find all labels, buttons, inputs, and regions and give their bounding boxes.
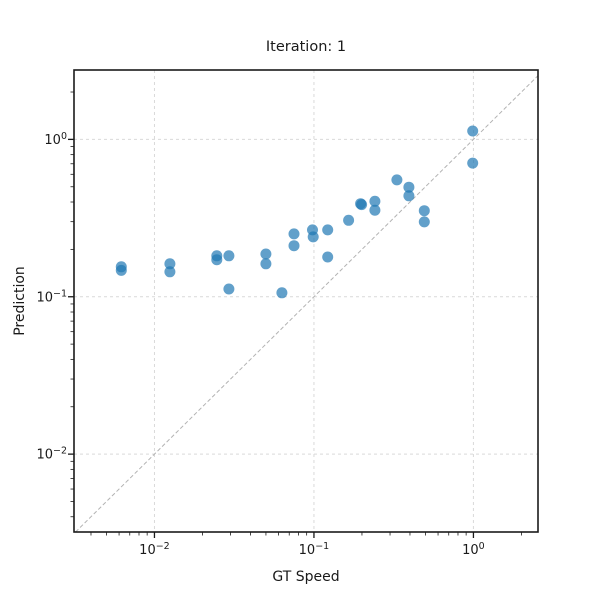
scatter-point bbox=[288, 240, 300, 252]
scatter-point bbox=[307, 231, 319, 243]
scatter-point bbox=[369, 204, 381, 216]
x-axis-label: GT Speed bbox=[272, 569, 339, 585]
y-tick-label: 10−2 bbox=[36, 446, 67, 463]
scatter-point bbox=[467, 157, 479, 169]
scatter-point bbox=[211, 254, 223, 266]
grid-lines bbox=[74, 70, 538, 532]
scatter-point bbox=[223, 250, 235, 262]
scatter-point bbox=[260, 248, 272, 260]
scatter-point bbox=[418, 216, 430, 228]
y-tick-label: 10−1 bbox=[36, 288, 67, 305]
scatter-point bbox=[403, 181, 415, 193]
tick-labels: 10−2 10−1 100 100 10−1 10−2 bbox=[36, 131, 484, 558]
axis-ticks bbox=[68, 91, 522, 538]
scatter-point bbox=[276, 287, 288, 299]
scatter-point bbox=[164, 258, 176, 270]
scatter-point bbox=[223, 283, 235, 295]
axes-spines bbox=[73, 69, 539, 533]
y-tick-label: 100 bbox=[44, 131, 67, 148]
scatter-point bbox=[356, 199, 368, 211]
y-axis-label: Prediction bbox=[12, 266, 28, 336]
scatter-point bbox=[343, 214, 355, 226]
scatter-point bbox=[369, 195, 381, 207]
x-tick-label: 10−2 bbox=[139, 541, 170, 558]
scatter-point bbox=[164, 266, 176, 278]
x-tick-label: 10−1 bbox=[299, 541, 330, 558]
scatter-point bbox=[288, 228, 300, 240]
scatter-point bbox=[322, 224, 334, 236]
scatter-point bbox=[418, 205, 430, 217]
scatter-points bbox=[115, 125, 479, 299]
scatter-point bbox=[467, 125, 479, 137]
scatter-point bbox=[322, 251, 334, 263]
x-tick-label: 100 bbox=[462, 541, 485, 558]
chart-title: Iteration: 1 bbox=[266, 39, 346, 55]
plot-border bbox=[73, 69, 539, 533]
scatter-point bbox=[391, 174, 403, 186]
identity-line bbox=[75, 75, 539, 533]
scatter-point bbox=[403, 190, 415, 202]
scatter-point bbox=[115, 264, 127, 276]
identity-line bbox=[75, 75, 539, 533]
scatter-point bbox=[260, 258, 272, 270]
